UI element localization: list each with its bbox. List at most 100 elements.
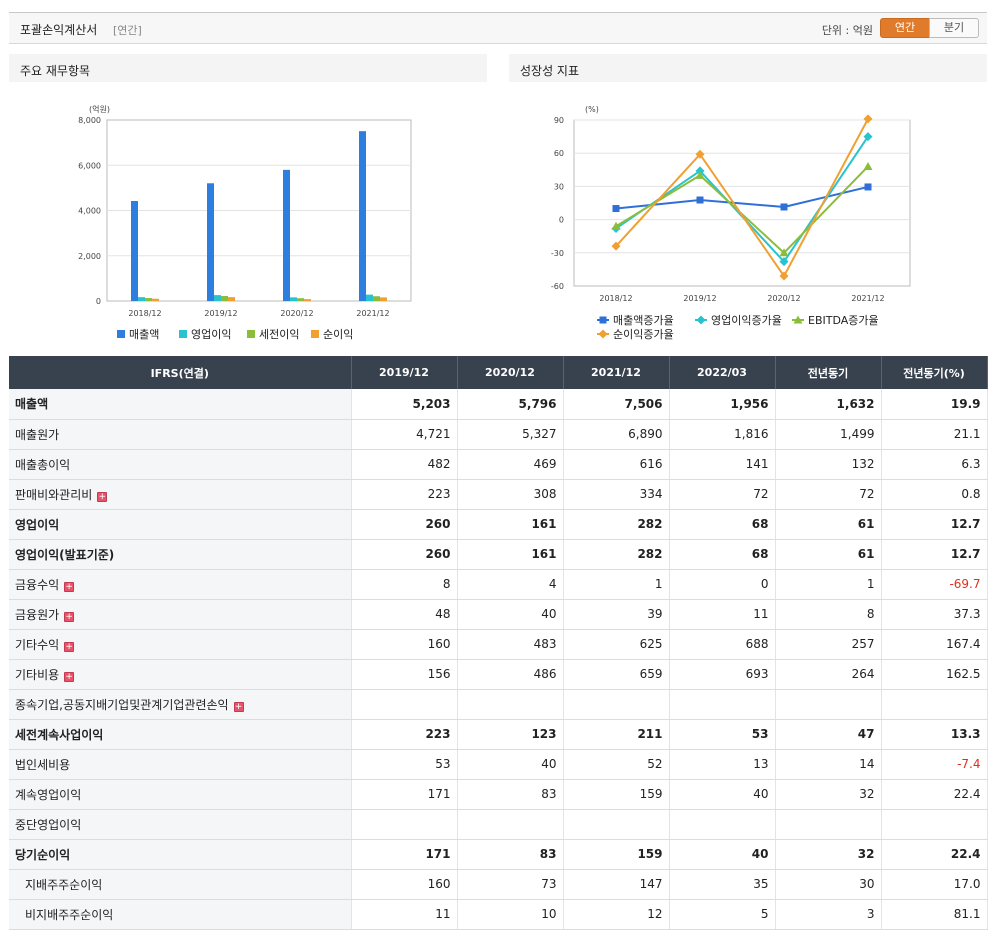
value-cell: 486	[457, 659, 564, 690]
value-cell	[457, 809, 564, 840]
header-period: 전년동기	[775, 356, 882, 389]
value-cell: 22.4	[881, 779, 988, 810]
point-3-3	[863, 114, 873, 124]
quarterly-toggle-button[interactable]: 분기	[929, 18, 979, 38]
value-cell: 0	[669, 569, 776, 600]
value-cell: 68	[669, 539, 776, 570]
value-cell: 1,632	[775, 389, 882, 420]
point-2-0	[611, 221, 621, 230]
bar-1-3	[366, 294, 373, 301]
value-cell: 53	[669, 719, 776, 750]
table-row: 지배주주순이익 160 73 147 35 30 17.0	[9, 869, 988, 900]
table-row: 계속영업이익 171 83 159 40 32 22.4	[9, 779, 988, 810]
value-cell: 264	[775, 659, 882, 690]
y-tick-label: -60	[551, 282, 564, 291]
value-cell: 0.8	[881, 479, 988, 510]
bar-1-1	[214, 295, 221, 301]
value-cell: 334	[563, 479, 670, 510]
value-cell: 161	[457, 509, 564, 540]
row-label: 세전계속사업이익	[15, 727, 104, 742]
value-cell: 81.1	[881, 899, 988, 930]
value-cell: 48	[351, 599, 458, 630]
value-cell: 616	[563, 449, 670, 480]
bar-2-2	[297, 298, 304, 301]
value-cell: 659	[563, 659, 670, 690]
legend-label-0: 매출액	[129, 328, 159, 341]
value-cell: 171	[351, 839, 458, 870]
bar-0-1	[207, 183, 214, 301]
legend-swatch-3	[311, 330, 319, 338]
expand-plus-icon[interactable]: +	[233, 701, 244, 712]
row-label-cell: 중단영업이익	[9, 809, 352, 840]
bar-3-1	[228, 297, 235, 301]
value-cell: 4	[457, 569, 564, 600]
row-label-cell: 계속영업이익	[9, 779, 352, 810]
legend-label-1: 영업이익증가율	[711, 314, 782, 327]
value-cell	[669, 809, 776, 840]
value-cell: 211	[563, 719, 670, 750]
expand-plus-icon[interactable]: +	[64, 581, 75, 592]
annual-toggle-button[interactable]: 연간	[880, 18, 930, 38]
legend-swatch-1	[179, 330, 187, 338]
legend-swatch-2	[247, 330, 255, 338]
growth-indicators-panel: 성장성 지표 (%) -60 -30 0 30 60 90 2018/12 2019/12 202…	[509, 54, 987, 354]
income-statement-table: IFRS(연결) 2019/12 2020/12 2021/12 2022/03 전년동기…	[9, 356, 988, 930]
value-cell: 625	[563, 629, 670, 660]
row-label-cell: 매출총이익	[9, 449, 352, 480]
bar-3-0	[152, 298, 159, 301]
value-cell	[563, 809, 670, 840]
y-tick-label: 6,000	[78, 161, 101, 170]
table-row: 종속기업,공동지배기업및관계기업관련손익 +	[9, 689, 988, 720]
row-label: 매출원가	[15, 427, 60, 442]
row-label-cell: 기타수익 +	[9, 629, 352, 660]
legend-label-3: 순이익	[323, 328, 353, 341]
value-cell: 5	[669, 899, 776, 930]
row-label: 매출액	[15, 397, 49, 412]
expand-plus-icon[interactable]: +	[64, 641, 75, 652]
y-axis-unit-label: (억원)	[89, 104, 110, 114]
point-3-0	[611, 241, 621, 251]
value-cell: 1	[563, 569, 670, 600]
growth-line-chart: (%) -60 -30 0 30 60 90 2018/12 2019/12 2020/12 202…	[551, 105, 911, 341]
table-row: 비지배주주순이익 11 10 12 5 3 81.1	[9, 899, 988, 930]
legend-swatch-0	[117, 330, 125, 338]
value-cell: 13.3	[881, 719, 988, 750]
table-row: 기타수익 +160 483 625 688 257 167.4	[9, 629, 988, 660]
row-label: 기타비용	[15, 667, 60, 682]
value-cell: 260	[351, 539, 458, 570]
expand-plus-icon[interactable]: +	[64, 611, 75, 622]
table-row: 매출원가 4,721 5,327 6,890 1,816 1,499 21.1	[9, 419, 988, 450]
value-cell: 282	[563, 509, 670, 540]
value-cell: 223	[351, 719, 458, 750]
point-0-0	[612, 205, 620, 213]
table-row: 판매비와관리비 +223 308 334 72 72 0.8	[9, 479, 988, 510]
value-cell: 8	[351, 569, 458, 600]
row-label: 금융수익	[15, 577, 60, 592]
y-tick-label: 30	[554, 182, 564, 191]
value-cell	[457, 689, 564, 720]
row-label-cell: 기타비용 +	[9, 659, 352, 690]
y-tick-label: 90	[554, 116, 564, 125]
value-cell: 160	[351, 869, 458, 900]
value-cell: 161	[457, 539, 564, 570]
value-cell: 11	[351, 899, 458, 930]
series-line-3	[615, 118, 869, 278]
point-1-3	[863, 132, 873, 142]
value-cell: 141	[669, 449, 776, 480]
value-cell	[881, 809, 988, 840]
value-cell: 21.1	[881, 419, 988, 450]
value-cell: 162.5	[881, 659, 988, 690]
value-cell: 469	[457, 449, 564, 480]
expand-plus-icon[interactable]: +	[97, 491, 108, 502]
value-cell: 52	[563, 749, 670, 780]
point-2-2	[779, 248, 789, 257]
table-row: 중단영업이익	[9, 809, 988, 840]
value-cell: 7,506	[563, 389, 670, 420]
expand-plus-icon[interactable]: +	[64, 671, 75, 682]
legend-label-3: 순이익증가율	[613, 328, 674, 341]
period-tag: [연간]	[113, 24, 142, 37]
bar-1-0	[138, 297, 145, 301]
value-cell: 147	[563, 869, 670, 900]
value-cell: 5,796	[457, 389, 564, 420]
value-cell: 167.4	[881, 629, 988, 660]
